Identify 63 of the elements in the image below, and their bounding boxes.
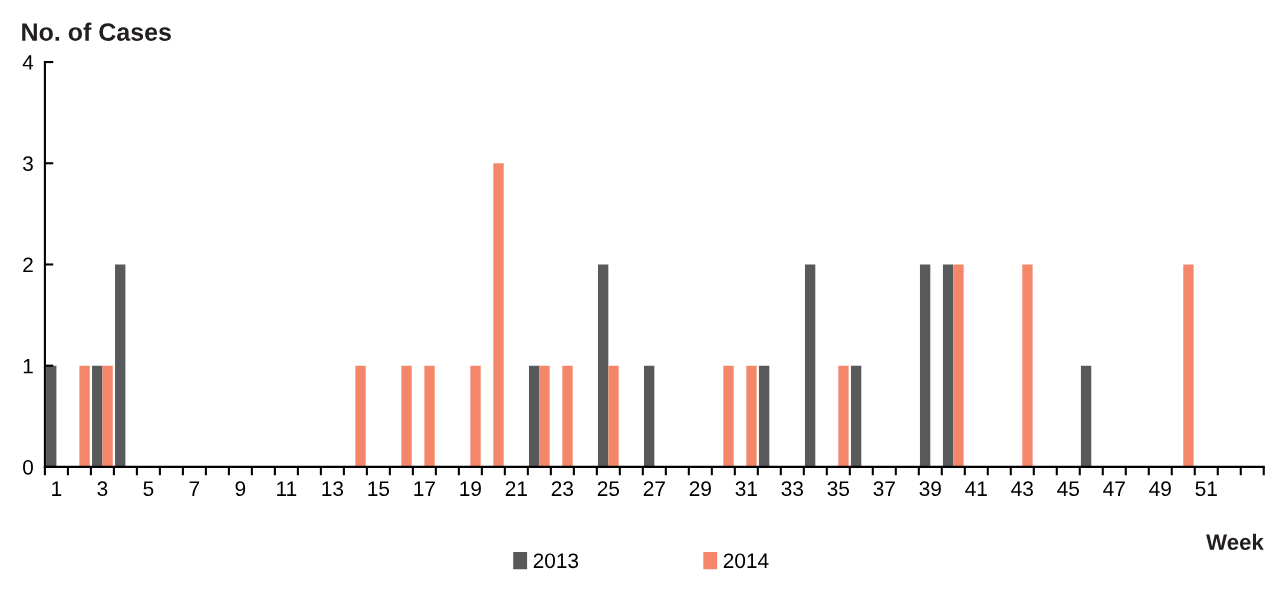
bar: [723, 365, 734, 467]
y-tick-label: 1: [23, 358, 33, 374]
x-tick-label: 3: [97, 481, 108, 497]
bar: [102, 365, 113, 467]
y-tick-label: 2: [23, 257, 33, 273]
bar: [758, 365, 770, 467]
x-tick-label: 49: [1149, 481, 1171, 497]
y-axis-title: No. of Cases: [22, 22, 171, 41]
bar: [1022, 264, 1033, 467]
legend-label: 2013: [533, 553, 579, 569]
bar: [46, 365, 57, 467]
x-tick-label: 7: [189, 481, 200, 496]
bar: [493, 163, 504, 467]
bar: [401, 365, 412, 467]
x-tick-label: 45: [1057, 481, 1079, 497]
bar: [919, 264, 931, 467]
bar: [470, 365, 481, 467]
x-tick-label: 25: [597, 481, 620, 497]
y-tick-label: 4: [22, 55, 34, 70]
bar: [942, 264, 954, 467]
x-tick-label: 33: [781, 481, 803, 497]
x-tick-label: 5: [143, 481, 154, 497]
bar: [529, 365, 540, 467]
x-tick-label: 23: [551, 481, 574, 497]
x-tick-label: 13: [322, 481, 344, 497]
x-tick-label: 51: [1195, 481, 1217, 497]
bar: [953, 264, 964, 467]
bar: [608, 365, 619, 467]
bar: [424, 365, 435, 467]
bar: [746, 365, 757, 467]
bar: [79, 365, 90, 467]
x-tick-label: 17: [414, 481, 435, 496]
x-tick-label: 29: [689, 481, 711, 497]
x-tick-label: 31: [735, 481, 757, 497]
x-axis-title: Week: [1206, 533, 1264, 551]
legend-label: 2014: [723, 553, 769, 569]
bar: [562, 365, 573, 467]
bar: [804, 264, 816, 467]
y-tick-label: 0: [23, 459, 33, 475]
x-tick-label: 19: [460, 481, 481, 497]
x-tick-label: 1: [52, 481, 62, 496]
x-tick-label: 41: [965, 481, 987, 496]
x-tick-label: 47: [1103, 481, 1125, 496]
bar: [597, 264, 609, 467]
bar: [92, 365, 103, 467]
bar: [1183, 264, 1194, 467]
x-tick-label: 21: [505, 481, 527, 496]
x-tick-label: 39: [919, 481, 941, 497]
x-tick-label: 43: [1011, 481, 1033, 497]
x-tick-label: 11: [277, 481, 297, 496]
x-tick-label: 37: [873, 481, 895, 497]
bar: [1080, 365, 1092, 467]
bar: [355, 365, 366, 467]
x-tick-label: 9: [235, 481, 246, 497]
x-tick-label: 35: [827, 481, 850, 497]
x-tick-label: 15: [368, 481, 390, 497]
bar: [643, 365, 655, 467]
bar: [850, 365, 862, 467]
bar: [539, 365, 550, 467]
y-tick-label: 3: [23, 156, 33, 172]
bar: [115, 264, 126, 467]
x-tick-label: 27: [643, 481, 665, 496]
bar: [838, 365, 849, 467]
